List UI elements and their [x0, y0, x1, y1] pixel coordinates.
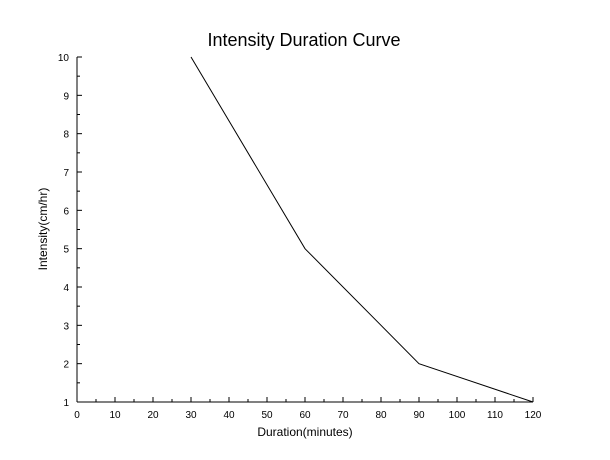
- y-tick-label: 7: [63, 168, 69, 179]
- y-axis: 1 2 3 4 5 6 7 8 9 10: [58, 53, 82, 409]
- y-tick-label: 4: [63, 283, 69, 294]
- y-tick-label: 2: [63, 360, 69, 371]
- x-tick-label: 100: [449, 410, 466, 421]
- x-tick-label: 90: [413, 410, 425, 421]
- x-tick-label: 30: [185, 410, 197, 421]
- x-tick-label: 50: [261, 410, 273, 421]
- x-axis: 0 10 20 30 40 50 60 70 80 90 100 110 120: [74, 397, 542, 421]
- x-tick-label: 80: [375, 410, 387, 421]
- series-layer: [190, 56, 534, 403]
- x-tick-label: 10: [109, 410, 121, 421]
- x-tick-label: 110: [487, 410, 503, 421]
- y-tick-label: 6: [63, 206, 69, 217]
- x-tick-label: 20: [147, 410, 159, 421]
- y-tick-label: 1: [63, 398, 69, 409]
- x-tick-label: 70: [337, 410, 349, 421]
- series-line: [190, 56, 534, 403]
- y-tick-label: 5: [63, 245, 69, 256]
- y-tick-label: 8: [63, 130, 69, 141]
- x-tick-label: 60: [299, 410, 311, 421]
- y-tick-label: 3: [63, 321, 69, 332]
- x-axis-label: Duration(minutes): [257, 425, 352, 439]
- chart-title: Intensity Duration Curve: [207, 30, 400, 50]
- x-tick-label: 40: [223, 410, 235, 421]
- x-tick-label: 0: [74, 410, 80, 421]
- y-axis-label: Intensity(cm/hr): [36, 188, 50, 271]
- x-tick-label: 120: [525, 410, 542, 421]
- y-tick-label: 9: [63, 91, 69, 102]
- y-tick-label: 10: [58, 53, 70, 64]
